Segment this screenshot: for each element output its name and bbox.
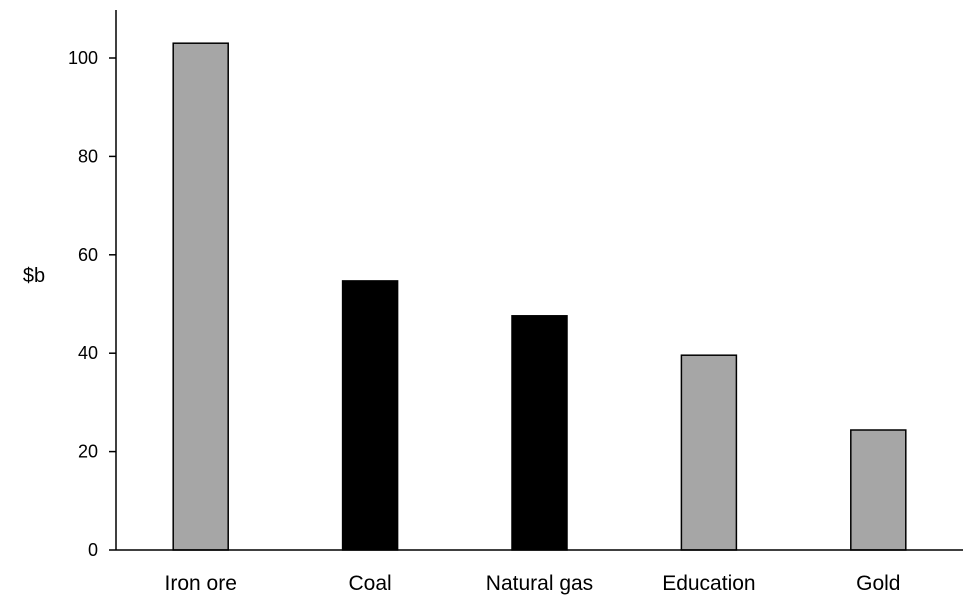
axes-group	[115, 10, 963, 551]
y-ticks-group: 0 20 40 60 80 100	[68, 48, 116, 560]
y-tick-label: 60	[78, 245, 98, 265]
bar-natural-gas	[511, 315, 568, 551]
y-tick-label: 20	[78, 442, 98, 462]
x-tick-label: Coal	[348, 572, 391, 595]
x-labels-group: Iron ore Coal Natural gas Education Gold	[165, 572, 901, 595]
bars-group	[172, 42, 907, 551]
y-axis-title: $b	[23, 265, 45, 287]
y-tick-label: 0	[88, 540, 98, 560]
y-tick-label: 100	[68, 48, 98, 68]
x-tick-label: Education	[662, 572, 755, 595]
bar-education	[680, 354, 738, 551]
y-tick-label: 40	[78, 343, 98, 363]
x-tick-label: Natural gas	[486, 572, 593, 595]
x-tick-label: Gold	[856, 572, 900, 595]
bar-iron-ore	[172, 42, 229, 551]
x-tick-label: Iron ore	[165, 572, 237, 595]
bar-gold	[850, 429, 907, 551]
y-tick-label: 80	[78, 146, 98, 166]
bar-coal	[341, 280, 399, 551]
